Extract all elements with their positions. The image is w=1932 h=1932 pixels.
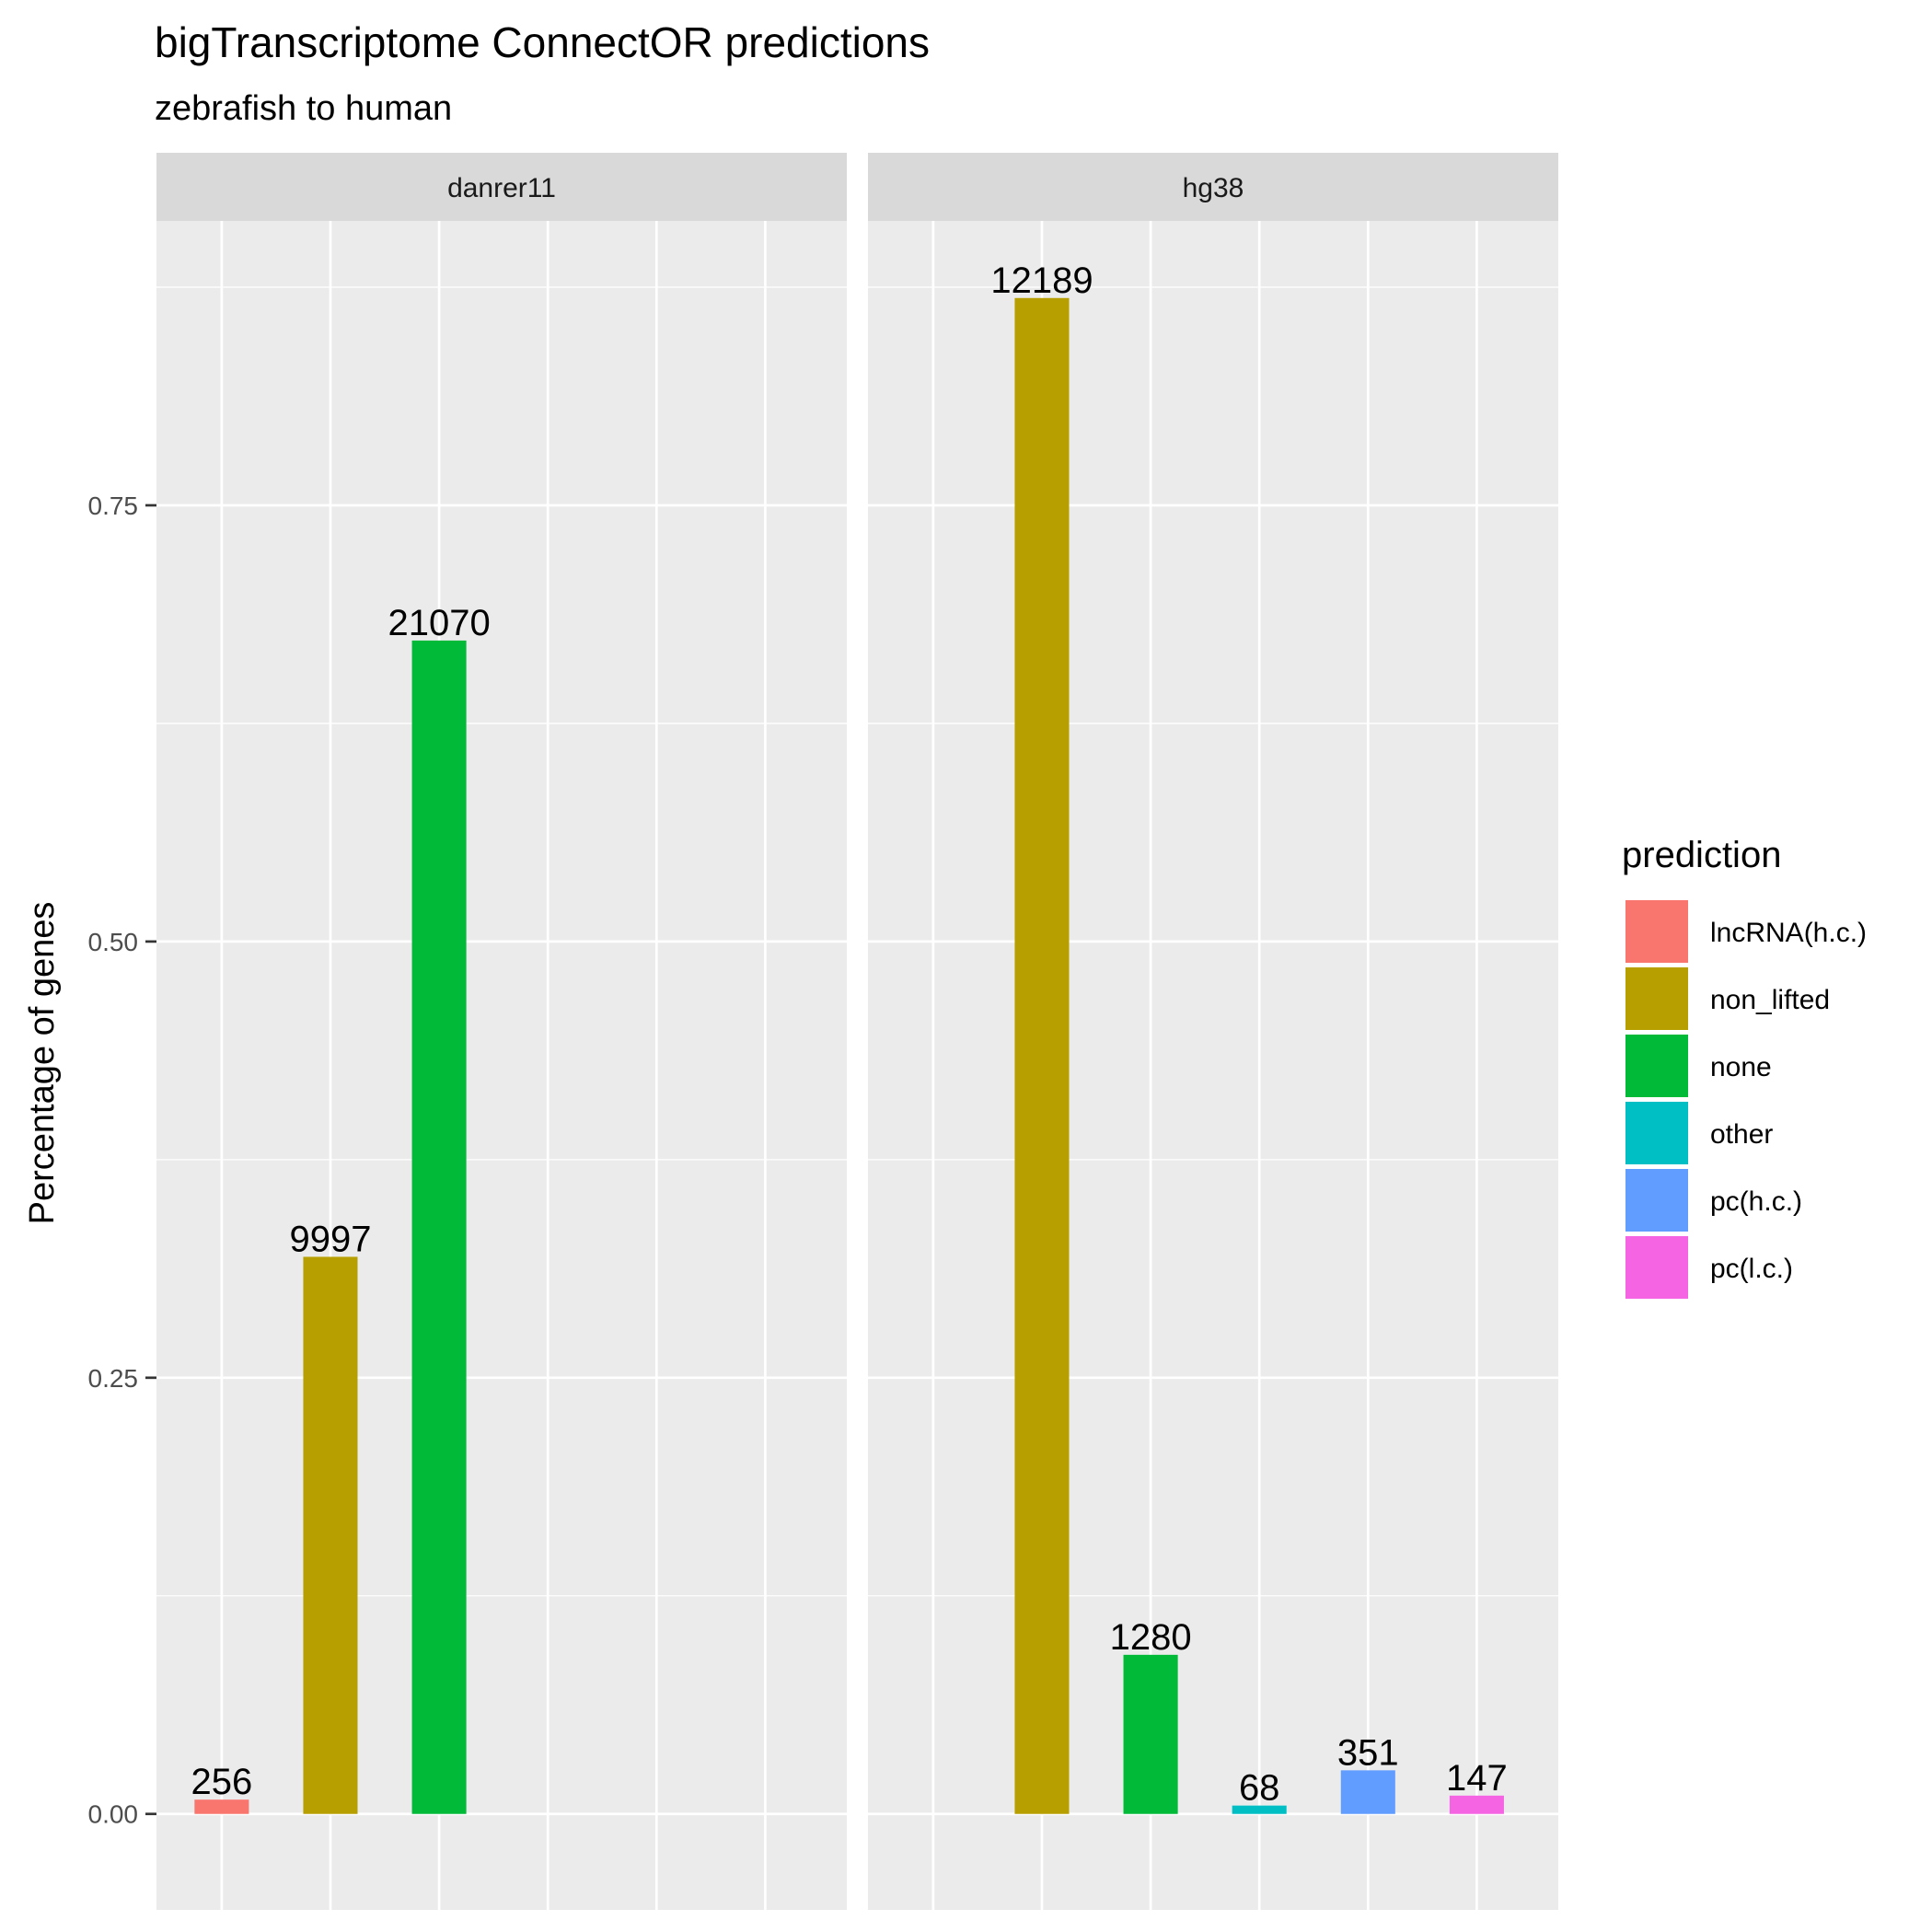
- bar-danrer11-none: [411, 640, 467, 1814]
- legend-label: pc(h.c.): [1710, 1186, 1802, 1217]
- bar-hg38-pc(h.c.): [1340, 1770, 1395, 1814]
- chart-subtitle: zebrafish to human: [155, 89, 452, 128]
- data-label: 9997: [289, 1219, 371, 1259]
- legend-key-pc(l.c.): [1625, 1236, 1688, 1299]
- legend-key-none: [1625, 1035, 1688, 1097]
- panel-background: [868, 221, 1558, 1910]
- data-label: 256: [191, 1762, 252, 1802]
- legend-key-pc(h.c.): [1625, 1169, 1688, 1232]
- bar-hg38-other: [1232, 1805, 1287, 1814]
- legend-label: none: [1710, 1052, 1772, 1082]
- y-tick-label: 0.25: [88, 1364, 139, 1393]
- data-label: 68: [1239, 1768, 1280, 1809]
- legend-title: prediction: [1622, 835, 1781, 875]
- bar-hg38-pc(l.c.): [1449, 1795, 1504, 1814]
- legend-label: pc(l.c.): [1710, 1254, 1793, 1284]
- facet-panel-hg38: hg38 12189 1280 68 351 147: [868, 153, 1558, 1910]
- bar-hg38-non_lifted: [1014, 297, 1070, 1814]
- legend-label: non_lifted: [1710, 985, 1830, 1015]
- bar-danrer11-non_lifted: [303, 1256, 358, 1814]
- facet-panel-danrer11: danrer11 256 9997 21070: [156, 153, 847, 1910]
- facet-panels: danrer11 256 9997 21070 hg38 12189 1280 68 351 14…: [156, 153, 1558, 1910]
- legend-key-lncRNA(h.c.): [1625, 900, 1688, 963]
- bar-hg38-none: [1123, 1654, 1178, 1814]
- bar-danrer11-lncRNA(h.c.): [194, 1799, 249, 1814]
- data-label: 1280: [1110, 1617, 1192, 1658]
- legend-key-non_lifted: [1625, 967, 1688, 1030]
- y-tick-label: 0.50: [88, 928, 139, 956]
- facet-strip: [156, 153, 847, 221]
- y-axis-title: Percentage of genes: [23, 902, 62, 1225]
- legend-key-other: [1625, 1102, 1688, 1164]
- data-label: 147: [1446, 1758, 1508, 1799]
- y-axis: 0.00 0.25 0.50 0.75: [88, 492, 156, 1829]
- data-label: 12189: [990, 260, 1093, 301]
- data-label: 21070: [388, 603, 490, 643]
- facet-strip: [868, 153, 1558, 221]
- legend-label: other: [1710, 1119, 1773, 1150]
- y-tick-label: 0.00: [88, 1800, 139, 1829]
- panel-background: [156, 221, 847, 1910]
- chart-title: bigTranscriptome ConnectOR predictions: [155, 18, 930, 66]
- data-label: 351: [1337, 1732, 1399, 1773]
- facet-strip-label: hg38: [1183, 173, 1244, 203]
- legend-label: lncRNA(h.c.): [1710, 918, 1867, 948]
- y-tick-label: 0.75: [88, 492, 139, 520]
- facet-strip-label: danrer11: [447, 173, 556, 203]
